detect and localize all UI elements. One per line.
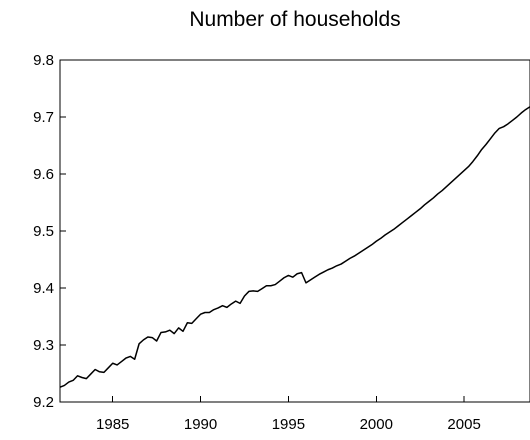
y-tick-label: 9.2 — [33, 394, 54, 411]
y-tick-label: 9.6 — [33, 166, 54, 183]
x-axis: 1985 1990 1995 2000 2005 — [96, 396, 481, 433]
series-line-households — [59, 106, 530, 388]
y-tick-label: 9.8 — [33, 52, 54, 69]
y-tick-label: 9.4 — [33, 280, 54, 297]
x-tick-label: 2000 — [360, 416, 393, 433]
y-tick-label: 9.3 — [33, 337, 54, 354]
plot-area-frame — [59, 59, 530, 403]
y-axis: 9.2 9.3 9.4 9.5 9.6 9.7 9.8 — [33, 52, 66, 411]
chart-title: Number of households — [189, 8, 400, 31]
x-tick-label: 1985 — [96, 416, 129, 433]
y-tick-label: 9.7 — [33, 109, 54, 126]
x-tick-label: 1990 — [184, 416, 217, 433]
x-tick-label: 2005 — [447, 416, 480, 433]
x-tick-label: 1995 — [272, 416, 305, 433]
y-tick-label: 9.5 — [33, 223, 54, 240]
